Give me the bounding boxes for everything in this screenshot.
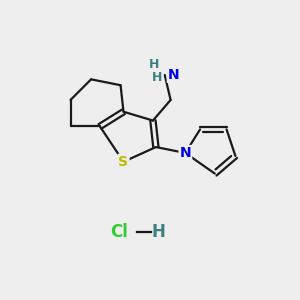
Text: H: H <box>149 58 160 71</box>
Text: N: N <box>179 146 191 160</box>
Text: N: N <box>168 68 179 82</box>
Text: S: S <box>118 155 128 169</box>
Text: Cl: Cl <box>110 224 128 242</box>
Text: H: H <box>152 71 163 84</box>
Text: H: H <box>152 224 166 242</box>
